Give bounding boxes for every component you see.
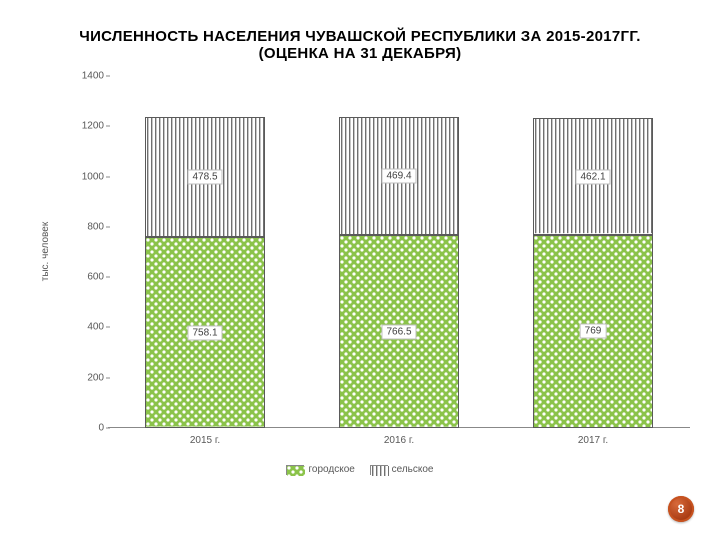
y-tick-label: 600 [76,272,104,283]
x-category-label: 2016 г. [339,435,459,446]
chart-area: тыс. человек 2015 г.758.1478.52016 г.766… [78,76,690,456]
legend-label-rural: сельское [392,464,434,475]
y-tick-mark [106,377,110,378]
y-tick-label: 0 [76,423,104,434]
legend-item-urban: городское [286,464,354,475]
chart-title: ЧИСЛЕННОСТЬ НАСЕЛЕНИЯ ЧУВАШСКОЙ РЕСПУБЛИ… [0,0,720,76]
legend: городское сельское [0,464,720,479]
y-tick-mark [106,226,110,227]
y-tick-label: 200 [76,372,104,383]
legend-label-urban: городское [308,464,354,475]
page-number-badge: 8 [668,496,694,522]
legend-swatch-rural [370,465,388,475]
y-tick-mark [106,327,110,328]
x-category-label: 2017 г. [533,435,653,446]
y-tick-label: 800 [76,221,104,232]
x-category-label: 2015 г. [145,435,265,446]
y-tick-mark [106,176,110,177]
y-tick-label: 1000 [76,171,104,182]
y-tick-label: 400 [76,322,104,333]
y-axis-label: тыс. человек [40,222,51,281]
legend-swatch-urban [286,465,304,475]
y-tick-label: 1200 [76,121,104,132]
y-tick-mark [106,126,110,127]
y-tick-label: 1400 [76,71,104,82]
y-tick-mark [106,428,110,429]
y-tick-mark [106,76,110,77]
y-tick-mark [106,277,110,278]
legend-item-rural: сельское [370,464,434,475]
